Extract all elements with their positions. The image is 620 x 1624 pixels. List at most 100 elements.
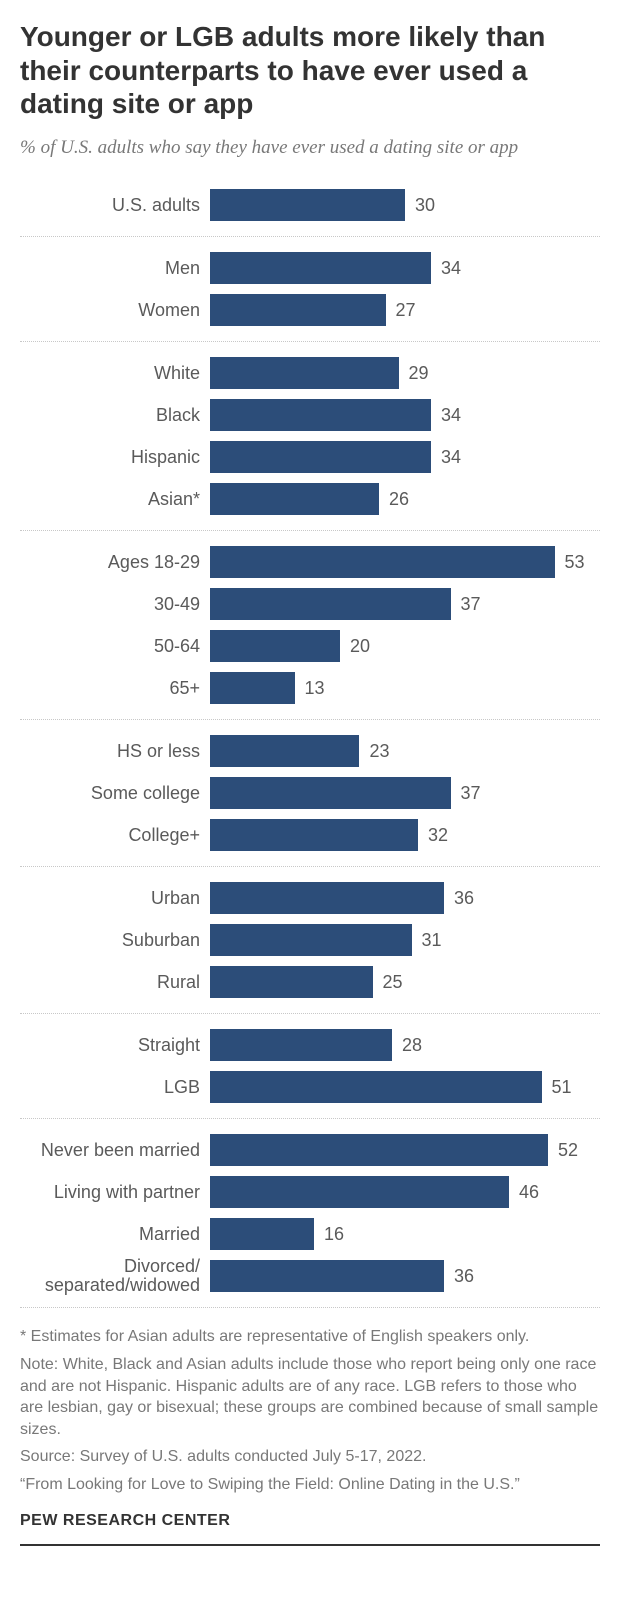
bar-area: 51 [210, 1071, 600, 1103]
bar-area: 53 [210, 546, 600, 578]
row-label: Married [20, 1225, 210, 1245]
bar-value: 23 [369, 741, 389, 762]
chart-row: White 29 [20, 352, 600, 394]
bar-value: 30 [415, 195, 435, 216]
bar [210, 441, 431, 473]
chart-group: Men 34 Women 27 [20, 237, 600, 342]
chart-row: Never been married 52 [20, 1129, 600, 1171]
bar-area: 34 [210, 399, 600, 431]
bar-area: 26 [210, 483, 600, 515]
bar-value: 37 [461, 783, 481, 804]
bar-value: 52 [558, 1140, 578, 1161]
bar-area: 31 [210, 924, 600, 956]
bar [210, 777, 451, 809]
bar-area: 28 [210, 1029, 600, 1061]
bar-area: 34 [210, 252, 600, 284]
row-label: Some college [20, 784, 210, 804]
row-label: Men [20, 259, 210, 279]
footnote: “From Looking for Love to Swiping the Fi… [20, 1474, 600, 1496]
row-label: Living with partner [20, 1183, 210, 1203]
chart-row: Suburban31 [20, 919, 600, 961]
chart-row: Ages 18-29 53 [20, 541, 600, 583]
bar-area: 23 [210, 735, 600, 767]
bar-area: 32 [210, 819, 600, 851]
bar-area: 46 [210, 1176, 600, 1208]
bar [210, 1029, 392, 1061]
chart-row: Rural25 [20, 961, 600, 1003]
bar-value: 16 [324, 1224, 344, 1245]
chart-row: Women 27 [20, 289, 600, 331]
bar [210, 588, 451, 620]
bar [210, 399, 431, 431]
bar [210, 483, 379, 515]
footnotes: * Estimates for Asian adults are represe… [20, 1326, 600, 1495]
row-label: College+ [20, 826, 210, 846]
bar [210, 546, 555, 578]
bar-value: 37 [461, 594, 481, 615]
chart-group: HS or less 23 Some college 37 College+ 32 [20, 720, 600, 867]
row-label: 50-64 [20, 637, 210, 657]
chart-group: Never been married 52 Living with partner4… [20, 1119, 600, 1308]
bar-area: 30 [210, 189, 600, 221]
bar-area: 52 [210, 1134, 600, 1166]
bar-chart: U.S. adults30Men34Women27White29Black34H… [20, 184, 600, 1308]
chart-subtitle: % of U.S. adults who say they have ever … [20, 135, 600, 161]
source-label: PEW RESEARCH CENTER [20, 1512, 600, 1546]
bar-area: 36 [210, 1260, 600, 1292]
row-label: White [20, 364, 210, 384]
bar-value: 51 [552, 1077, 572, 1098]
bar-area: 29 [210, 357, 600, 389]
chart-row: 30-4937 [20, 583, 600, 625]
bar-area: 16 [210, 1218, 600, 1250]
bar [210, 1176, 509, 1208]
bar-area: 27 [210, 294, 600, 326]
bar-value: 20 [350, 636, 370, 657]
row-label: Never been married [20, 1141, 210, 1161]
row-label: Ages 18-29 [20, 553, 210, 573]
chart-row: Men 34 [20, 247, 600, 289]
bar-value: 53 [565, 552, 585, 573]
chart-group: U.S. adults30 [20, 184, 600, 237]
row-label: Hispanic [20, 448, 210, 468]
chart-group: White29Black34Hispanic34Asian*26 [20, 342, 600, 531]
bar-area: 36 [210, 882, 600, 914]
row-label: Divorced/ separated/widowed [20, 1257, 210, 1297]
bar [210, 924, 412, 956]
chart-row: Asian*26 [20, 478, 600, 520]
row-label: Women [20, 301, 210, 321]
bar [210, 189, 405, 221]
bar [210, 672, 295, 704]
bar-value: 36 [454, 888, 474, 909]
bar-value: 29 [409, 363, 429, 384]
bar-value: 32 [428, 825, 448, 846]
bar-area: 37 [210, 588, 600, 620]
footnote: Source: Survey of U.S. adults conducted … [20, 1446, 600, 1468]
bar-value: 34 [441, 258, 461, 279]
chart-row: Married 16 [20, 1213, 600, 1255]
chart-group: Urban36Suburban31Rural25 [20, 867, 600, 1014]
bar [210, 882, 444, 914]
bar-value: 27 [396, 300, 416, 321]
bar [210, 252, 431, 284]
chart-row: 50-64 20 [20, 625, 600, 667]
chart-title: Younger or LGB adults more likely than t… [20, 20, 600, 121]
bar [210, 966, 373, 998]
chart-row: Urban36 [20, 877, 600, 919]
chart-row: 65+13 [20, 667, 600, 709]
row-label: Straight [20, 1036, 210, 1056]
row-label: HS or less [20, 742, 210, 762]
bar [210, 819, 418, 851]
bar [210, 1071, 542, 1103]
chart-row: Divorced/ separated/widowed36 [20, 1255, 600, 1297]
bar-value: 28 [402, 1035, 422, 1056]
row-label: Asian* [20, 490, 210, 510]
bar-value: 13 [305, 678, 325, 699]
chart-group: Ages 18-29 53 30-4937 50-64 20 65+13 [20, 531, 600, 720]
bar [210, 735, 359, 767]
bar-area: 13 [210, 672, 600, 704]
bar-area: 25 [210, 966, 600, 998]
bar-value: 34 [441, 405, 461, 426]
footnote: * Estimates for Asian adults are represe… [20, 1326, 600, 1348]
bar-area: 34 [210, 441, 600, 473]
footnote: Note: White, Black and Asian adults incl… [20, 1354, 600, 1440]
